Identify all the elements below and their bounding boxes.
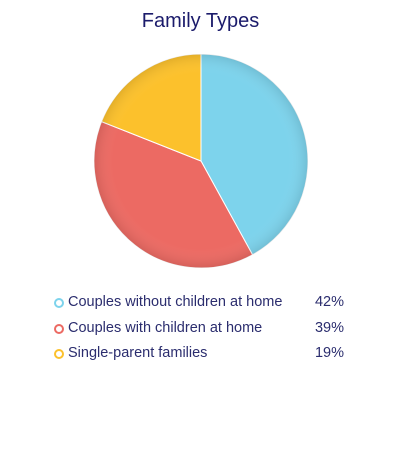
pie-chart bbox=[93, 53, 309, 269]
chart-title: Family Types bbox=[141, 10, 260, 32]
legend-value: 39% bbox=[314, 319, 344, 336]
legend-marker-icon bbox=[54, 349, 64, 359]
legend-value: 42% bbox=[314, 294, 344, 310]
legend-label: Couples without children at home bbox=[68, 294, 283, 310]
legend-marker-icon bbox=[54, 323, 64, 334]
legend-marker-icon bbox=[54, 298, 64, 308]
legend-item[interactable]: Couples with children at home 39% bbox=[52, 319, 348, 345]
legend-item[interactable]: Couples without children at home 42% bbox=[52, 293, 348, 319]
pie-slices bbox=[93, 53, 309, 269]
legend-label: Single-parent families bbox=[68, 345, 208, 361]
legend: Couples without children at home 42% Cou… bbox=[52, 293, 348, 370]
legend-label: Couples with children at home bbox=[68, 319, 263, 336]
legend-item[interactable]: Single-parent families 19% bbox=[52, 344, 348, 370]
legend-value: 19% bbox=[314, 345, 344, 361]
